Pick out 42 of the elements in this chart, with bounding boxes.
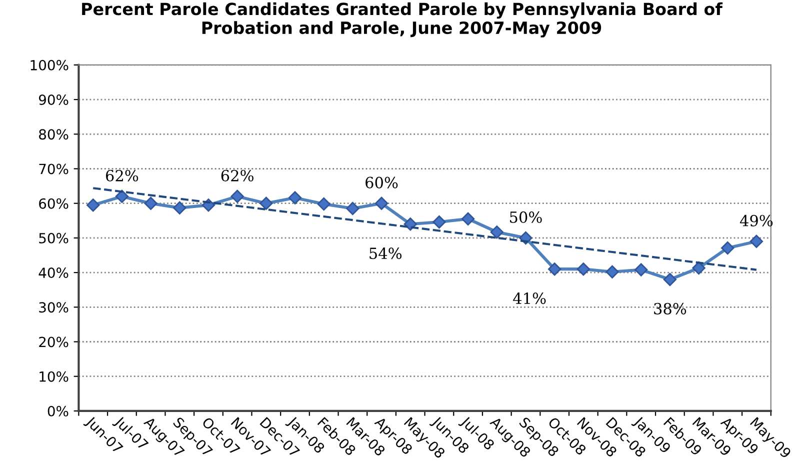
point	[576, 262, 590, 276]
y-tick-label: 20%	[39, 336, 68, 348]
point	[663, 272, 677, 286]
data-label: 41%	[513, 292, 546, 304]
y-tick-label: 70%	[39, 164, 68, 174]
data-label: 60%	[366, 176, 398, 188]
point	[317, 197, 330, 211]
data-label: 38%	[654, 302, 686, 314]
y-tick-label: 60%	[39, 198, 68, 209]
data-label: 62%	[221, 170, 254, 182]
point	[634, 263, 648, 276]
y-tick-label: 40%	[38, 268, 68, 278]
point	[288, 191, 302, 204]
point	[86, 198, 100, 212]
data-label: 49%	[740, 214, 773, 226]
data-label: 50%	[510, 211, 542, 223]
point	[432, 215, 446, 229]
data-label: 54%	[370, 248, 402, 260]
point	[404, 218, 417, 231]
chart-title: Percent Parole Candidates Granted Parole by Pennsylvania Board of Probation and Parole, June 2007-May 2009	[82, 2, 723, 38]
point	[750, 234, 764, 248]
point	[260, 196, 273, 210]
point	[374, 196, 388, 210]
data-label: 62%	[106, 170, 138, 182]
y-tick-label: 90%	[38, 94, 68, 106]
y-tick-label: 30%	[39, 302, 68, 313]
point	[721, 241, 734, 255]
y-tick-label: 50%	[39, 232, 68, 244]
point	[346, 202, 360, 216]
y-tick-label: 0%	[48, 406, 68, 416]
point	[461, 212, 475, 226]
point	[173, 201, 186, 214]
y-tick-label: 10%	[40, 371, 68, 382]
point	[144, 196, 158, 210]
point	[490, 225, 504, 239]
y-tick-label: 80%	[39, 129, 68, 140]
point	[230, 190, 244, 204]
point	[548, 262, 562, 276]
point	[692, 261, 706, 275]
point	[606, 265, 619, 278]
point	[115, 190, 129, 204]
y-tick-label: 100%	[30, 60, 68, 70]
